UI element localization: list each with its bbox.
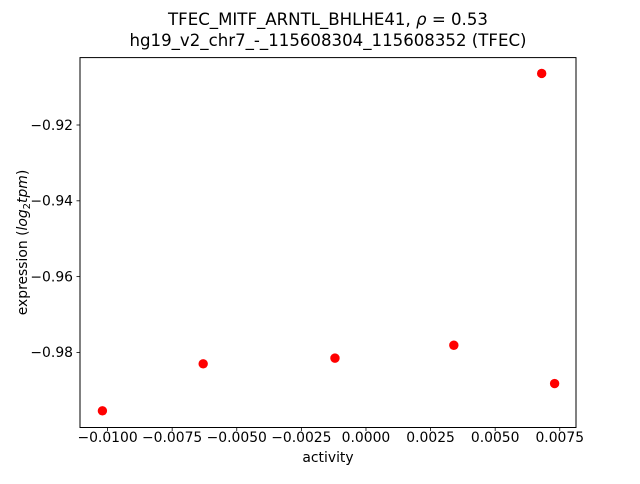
y-tick-label: −0.94	[30, 194, 73, 210]
y-tick-label: −0.98	[30, 345, 73, 361]
x-tick-label: 0.0075	[535, 430, 584, 446]
x-tick-label: 0.0000	[342, 430, 391, 446]
y-axis-ticks: −0.92 −0.94 −0.96 −0.98	[30, 118, 80, 361]
data-point	[97, 406, 108, 416]
plot-area-border	[79, 57, 577, 428]
data-point	[549, 378, 560, 389]
data-points	[97, 68, 560, 416]
data-point	[198, 359, 208, 369]
x-tick-label: −0.0075	[142, 430, 202, 446]
y-axis-label: expression (log2tpm)	[15, 170, 33, 316]
data-point	[449, 340, 459, 350]
data-point	[536, 68, 547, 79]
data-point	[330, 353, 340, 363]
x-tick-label: −0.0100	[77, 430, 137, 446]
rho-symbol: ρ	[416, 10, 427, 29]
y-tick-label: −0.96	[30, 269, 73, 285]
x-tick-label: −0.0025	[271, 430, 331, 446]
y-tick-label: −0.92	[30, 118, 73, 134]
x-tick-label: 0.0025	[406, 430, 455, 446]
x-tick-label: 0.0050	[471, 430, 520, 446]
subscript-2: 2	[22, 203, 33, 209]
x-axis-label: activity	[302, 450, 353, 466]
x-axis-ticks: −0.0100 −0.0075 −0.0050 −0.0025 0.0000 0.0025…	[77, 427, 584, 446]
chart-title-line2: hg19_v2_chr7_-_115608304_115608352 (TFEC…	[129, 31, 526, 51]
x-tick-label: −0.0050	[207, 430, 267, 446]
chart-title-line1: TFEC_MITF_ARNTL_BHLHE41, ρ = 0.53	[167, 10, 488, 30]
